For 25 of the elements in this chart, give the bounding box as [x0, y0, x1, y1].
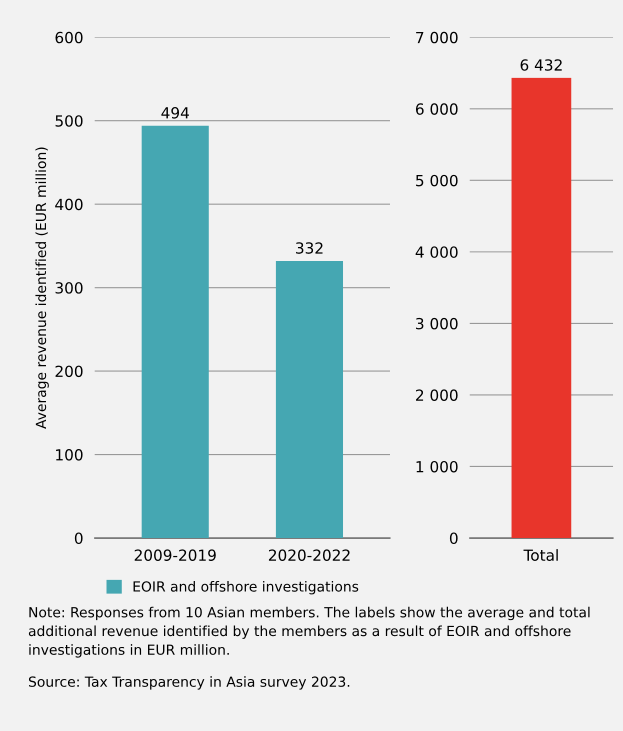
text: 6 432	[520, 59, 562, 71]
y-tick-label: 100	[56, 449, 83, 461]
y-tick-label: 3 000	[416, 318, 458, 330]
x-tick-label: Total	[524, 549, 558, 561]
y-tick-label: 600	[55, 32, 83, 44]
y-tick-label: 1 000	[416, 460, 458, 473]
y-tick-label: 6 000	[416, 103, 458, 115]
data-label: 332	[296, 242, 323, 254]
y-tick-label: 2 000	[416, 389, 458, 401]
y-tick-label: 0	[74, 532, 83, 544]
y-tick-label: 200	[56, 366, 83, 378]
x-tick-label: 2020-2022	[268, 549, 350, 561]
x-tick-label: 2009-2019	[134, 549, 216, 561]
data-label: 494	[161, 107, 189, 119]
y-axis-title: Average revenue identified (EUR million)	[35, 148, 49, 429]
text: Note: Responses from 10 Asian members. The labels show the average and total additional revenue identified by the members as a result of EOIR and offshore investigations in EUR million.	[28, 606, 590, 658]
y-tick-label: 300	[56, 282, 83, 294]
y-tick-label: 5 000	[416, 174, 458, 186]
y-tick-label: 0	[450, 532, 458, 544]
legend-label: EOIR and offshore investigations	[134, 580, 358, 594]
source-note: Source: Tax Transparency in Asia survey 2023.	[28, 676, 350, 690]
y-tick-label: 4 000	[416, 246, 458, 258]
y-tick-label: 400	[55, 198, 83, 210]
y-tick-label: 7 000	[416, 32, 458, 44]
y-tick-label: 500	[56, 115, 83, 127]
